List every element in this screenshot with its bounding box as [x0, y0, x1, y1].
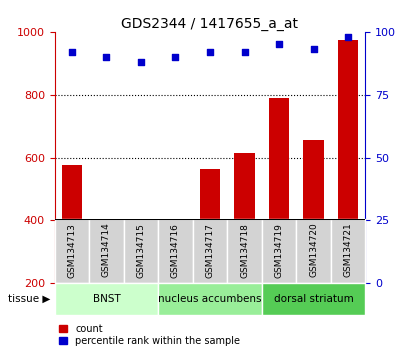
Text: tissue ▶: tissue ▶ [8, 294, 50, 304]
Text: GSM134714: GSM134714 [102, 223, 111, 278]
Bar [55, 283, 158, 315]
Point [172, 54, 179, 60]
Text: GSM134721: GSM134721 [344, 223, 353, 278]
Bar [89, 219, 123, 283]
Bar [200, 169, 221, 283]
Bar [262, 219, 297, 283]
Point [310, 47, 317, 52]
Bar [331, 219, 365, 283]
Text: GSM134720: GSM134720 [309, 223, 318, 278]
Bar [297, 219, 331, 283]
Point [138, 59, 144, 65]
Point [345, 34, 352, 40]
Text: nucleus accumbens: nucleus accumbens [158, 294, 262, 304]
Point [68, 49, 75, 55]
Point [207, 49, 213, 55]
Point [276, 42, 282, 47]
Bar [227, 219, 262, 283]
Text: GSM134718: GSM134718 [240, 223, 249, 278]
Bar [269, 98, 289, 283]
Bar [55, 219, 89, 283]
Bar [303, 140, 324, 283]
Bar [158, 219, 193, 283]
Bar [123, 219, 158, 283]
Text: GSM134713: GSM134713 [67, 223, 76, 278]
Legend: count, percentile rank within the sample: count, percentile rank within the sample [60, 324, 240, 346]
Text: GSM134716: GSM134716 [171, 223, 180, 278]
Bar [193, 219, 227, 283]
Bar [262, 283, 365, 315]
Text: GSM134719: GSM134719 [275, 223, 284, 278]
Bar [131, 234, 151, 283]
Point [241, 49, 248, 55]
Text: GSM134717: GSM134717 [205, 223, 215, 278]
Title: GDS2344 / 1417655_a_at: GDS2344 / 1417655_a_at [121, 17, 299, 31]
Text: GSM134715: GSM134715 [136, 223, 145, 278]
Bar [165, 220, 186, 283]
Text: dorsal striatum: dorsal striatum [274, 294, 354, 304]
Bar [338, 40, 359, 283]
Bar [158, 283, 262, 315]
Bar [234, 153, 255, 283]
Bar [96, 233, 117, 283]
Text: BNST: BNST [92, 294, 120, 304]
Bar [61, 165, 82, 283]
Point [103, 54, 110, 60]
